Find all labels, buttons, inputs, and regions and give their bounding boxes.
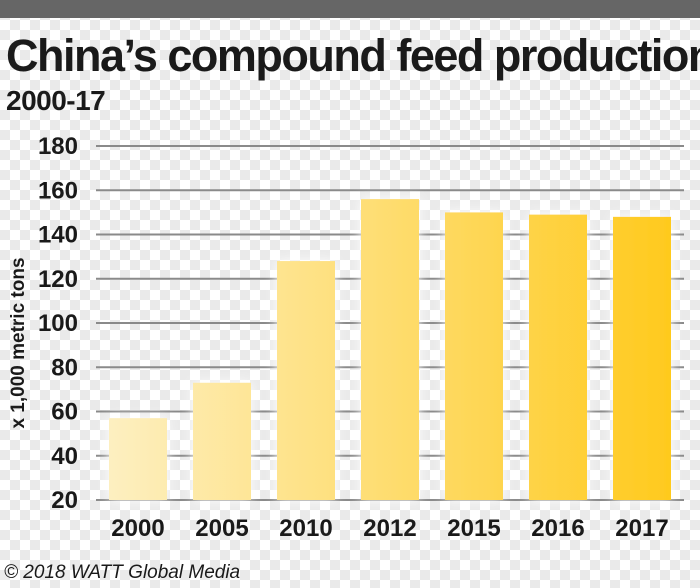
bar-2017 xyxy=(613,216,671,501)
x-tick-label: 2017 xyxy=(615,515,668,542)
bar-2005 xyxy=(193,382,251,500)
y-tick-label: 40 xyxy=(51,443,78,470)
x-tick-label: 2016 xyxy=(531,515,584,542)
bars xyxy=(109,199,671,501)
chart-subtitle: 2000-17 xyxy=(6,85,106,116)
y-tick-label: 120 xyxy=(38,266,78,293)
bar-2015 xyxy=(445,212,503,500)
y-tick-label: 180 xyxy=(38,133,78,160)
chart-title: China’s compound feed production xyxy=(6,30,700,81)
copyright-credit: © 2018 WATT Global Media xyxy=(4,562,241,583)
x-tick-label: 2015 xyxy=(447,515,500,542)
y-tick-label: 80 xyxy=(51,354,78,381)
bar-2012 xyxy=(361,199,419,500)
y-axis-label: x 1,000 metric tons xyxy=(8,257,29,428)
y-tick-label: 100 xyxy=(38,310,78,337)
x-tick-label: 2005 xyxy=(195,515,248,542)
y-tick-label: 60 xyxy=(51,399,78,426)
x-tick-label: 2012 xyxy=(363,515,416,542)
bar-2000 xyxy=(109,418,167,500)
y-tick-label: 140 xyxy=(38,222,78,249)
y-tick-label: 20 xyxy=(51,487,78,514)
header-rule xyxy=(0,0,700,18)
x-tick-label: 2010 xyxy=(279,515,332,542)
x-axis-ticks: 2000 2005 2010 2012 2015 2016 2017 xyxy=(111,515,668,542)
y-tick-label: 160 xyxy=(38,177,78,204)
bar-2010 xyxy=(277,261,335,500)
y-axis-ticks: 20 40 60 80 100 120 140 160 180 xyxy=(38,133,78,514)
x-tick-label: 2000 xyxy=(111,515,164,542)
bar-2016 xyxy=(529,214,587,500)
